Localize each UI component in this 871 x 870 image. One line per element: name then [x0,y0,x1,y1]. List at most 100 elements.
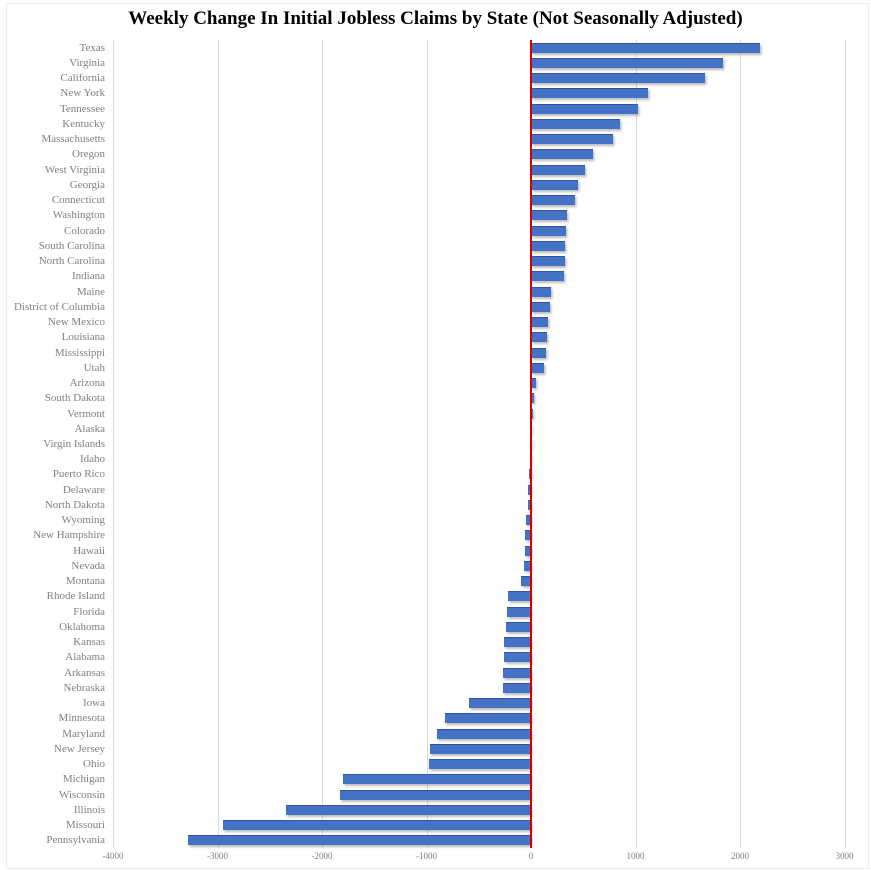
category-label: New York [60,87,105,100]
bar-georgia [531,179,578,190]
x-tick-label: -4000 [102,851,124,861]
bar-louisiana [531,332,547,343]
bar-alabama [503,652,531,663]
bar-missouri [222,820,531,831]
category-label: Alabama [65,651,105,664]
gridline-1000 [635,40,637,848]
category-label: Wyoming [61,514,105,527]
category-label: Vermont [67,407,105,420]
bar-nevada [523,560,531,571]
category-label: New Hampshire [33,529,105,542]
bar-district-of-columbia [531,301,550,312]
category-label: District of Columbia [13,300,105,313]
category-label: Virgin Islands [43,438,105,450]
category-label: Maryland [62,727,105,740]
category-label: Florida [73,605,105,618]
category-label: Mississippi [54,346,105,359]
x-tick-label: -1000 [416,851,437,861]
bar-utah [531,362,545,373]
category-label: Rhode Island [46,590,105,603]
category-label: Washington [52,209,105,222]
bar-wyoming [526,515,531,526]
bar-washington [531,210,567,221]
category-label: New Mexico [47,316,105,329]
category-label: West Virginia [44,163,105,176]
chart-title: Weekly Change In Initial Jobless Claims … [128,8,743,29]
bar-oklahoma [506,621,531,632]
bar-colorado [531,225,566,236]
bar-montana [520,576,531,587]
x-tick-label: 3000 [835,851,854,861]
zero-axis-line [530,40,532,848]
category-label: South Carolina [38,239,105,252]
bar-maine [531,286,552,297]
category-label: Oregon [72,148,105,161]
bar-california [531,73,705,84]
category-label: Illinois [73,803,105,816]
category-label: Georgia [69,178,105,191]
bar-rhode-island [508,591,531,602]
category-label: Arkansas [64,666,105,679]
x-tick-label: 1000 [626,851,645,861]
bar-virginia [531,57,724,68]
category-label: Tennessee [59,102,105,115]
bar-mississippi [531,347,546,358]
bar-arkansas [503,667,531,678]
x-tick-label: -3000 [207,851,228,861]
category-label: Kansas [73,636,105,649]
bar-new-jersey [430,743,531,754]
category-label: Michigan [62,773,105,786]
category-label: Louisiana [61,331,105,344]
category-label: Nevada [71,559,105,572]
category-label: Montana [65,575,105,588]
bar-nebraska [502,682,531,693]
category-label: Massachusetts [41,133,105,146]
category-label: South Dakota [44,392,105,405]
bar-north-carolina [531,256,565,267]
category-label: California [60,72,105,85]
bar-oregon [531,149,593,160]
bar-connecticut [531,195,575,206]
category-label: Pennsylvania [46,834,105,847]
category-label: Indiana [72,270,105,283]
category-label: Colorado [64,224,105,237]
gridline--3000 [217,40,219,848]
bar-delaware [528,484,531,495]
bar-new-mexico [531,317,549,328]
category-label: Missouri [65,819,105,832]
bar-kansas [504,637,531,648]
bar-ohio [429,759,531,770]
category-label: Minnesota [58,712,105,725]
category-label: Wisconsin [59,788,105,801]
category-label: Iowa [83,697,105,710]
bar-south-dakota [531,393,535,404]
bar-west-virginia [531,164,586,175]
bar-illinois [285,804,531,815]
bar-indiana [531,271,565,282]
bar-michigan [342,774,531,785]
category-label: New Jersey [53,742,105,755]
gridline--4000 [113,40,114,848]
bar-florida [507,606,531,617]
category-label: Nebraska [63,681,105,694]
gridline--1000 [426,40,428,848]
category-label: Texas [79,41,106,54]
bar-wisconsin [339,789,531,800]
category-label: Arizona [69,377,105,390]
x-tick-label: 2000 [731,851,749,861]
gridline-2000 [740,40,741,848]
category-label: Alaska [74,422,105,435]
bar-minnesota [445,713,531,724]
category-label: Maine [76,285,105,298]
bar-new-york [531,88,649,99]
category-label: North Carolina [38,255,105,268]
bar-south-carolina [531,240,566,251]
category-label: Connecticut [51,194,105,207]
category-label: Utah [83,361,105,374]
bar-texas [531,42,760,53]
category-label: Ohio [83,758,105,771]
bar-arizona [531,378,537,389]
bar-north-dakota [527,499,531,510]
bar-kentucky [531,118,621,129]
